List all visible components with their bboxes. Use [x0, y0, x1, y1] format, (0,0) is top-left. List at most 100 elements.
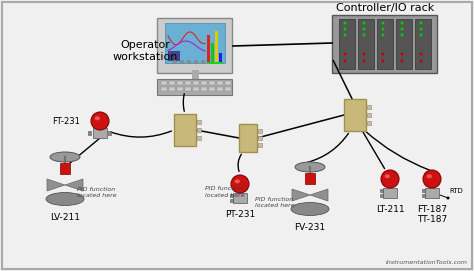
Ellipse shape: [173, 60, 177, 64]
Ellipse shape: [363, 60, 365, 63]
Ellipse shape: [419, 27, 422, 31]
FancyBboxPatch shape: [88, 131, 91, 135]
Ellipse shape: [201, 60, 205, 64]
FancyBboxPatch shape: [233, 193, 247, 203]
FancyBboxPatch shape: [218, 87, 224, 91]
FancyBboxPatch shape: [168, 51, 180, 61]
Ellipse shape: [382, 27, 384, 31]
Ellipse shape: [91, 112, 109, 130]
FancyBboxPatch shape: [177, 81, 183, 85]
FancyBboxPatch shape: [174, 114, 196, 146]
Ellipse shape: [344, 34, 346, 37]
FancyBboxPatch shape: [380, 189, 383, 192]
FancyBboxPatch shape: [367, 105, 371, 109]
Text: PID function
located here: PID function located here: [255, 197, 295, 208]
FancyBboxPatch shape: [168, 51, 180, 61]
FancyBboxPatch shape: [230, 194, 233, 197]
FancyBboxPatch shape: [422, 189, 425, 192]
FancyBboxPatch shape: [170, 87, 175, 91]
Ellipse shape: [187, 60, 191, 64]
FancyBboxPatch shape: [239, 124, 257, 152]
Ellipse shape: [363, 27, 365, 31]
Text: PID function
located here: PID function located here: [205, 186, 245, 198]
Polygon shape: [292, 189, 310, 201]
FancyBboxPatch shape: [219, 53, 222, 63]
Text: RTD: RTD: [449, 188, 463, 194]
Ellipse shape: [419, 21, 422, 24]
Ellipse shape: [344, 60, 346, 63]
FancyBboxPatch shape: [60, 163, 70, 174]
Ellipse shape: [180, 60, 184, 64]
FancyBboxPatch shape: [383, 188, 397, 198]
Ellipse shape: [194, 60, 198, 64]
Text: FT-231: FT-231: [52, 117, 80, 125]
Ellipse shape: [344, 21, 346, 24]
Ellipse shape: [381, 170, 399, 188]
FancyBboxPatch shape: [422, 194, 425, 197]
FancyBboxPatch shape: [211, 43, 214, 63]
Ellipse shape: [363, 34, 365, 37]
Ellipse shape: [344, 27, 346, 31]
Ellipse shape: [401, 60, 403, 63]
FancyBboxPatch shape: [157, 79, 233, 95]
Text: Controller/IO rack: Controller/IO rack: [336, 3, 434, 13]
Ellipse shape: [401, 53, 403, 56]
Ellipse shape: [427, 174, 432, 178]
FancyBboxPatch shape: [162, 87, 167, 91]
Ellipse shape: [363, 21, 365, 24]
Text: FT-187
TT-187: FT-187 TT-187: [417, 205, 447, 224]
FancyBboxPatch shape: [377, 19, 393, 69]
FancyBboxPatch shape: [367, 113, 371, 117]
Ellipse shape: [231, 175, 249, 193]
FancyBboxPatch shape: [230, 199, 233, 202]
FancyBboxPatch shape: [207, 62, 223, 64]
FancyBboxPatch shape: [415, 19, 431, 69]
Text: LT-211: LT-211: [376, 205, 404, 214]
Ellipse shape: [382, 60, 384, 63]
FancyBboxPatch shape: [258, 136, 262, 140]
Ellipse shape: [382, 34, 384, 37]
Ellipse shape: [50, 152, 80, 162]
FancyBboxPatch shape: [332, 15, 438, 73]
FancyBboxPatch shape: [380, 194, 383, 197]
Ellipse shape: [95, 116, 100, 120]
Ellipse shape: [419, 60, 422, 63]
FancyBboxPatch shape: [193, 81, 200, 85]
Ellipse shape: [344, 53, 346, 56]
Ellipse shape: [419, 53, 422, 56]
Ellipse shape: [291, 202, 329, 215]
FancyBboxPatch shape: [157, 18, 233, 73]
FancyBboxPatch shape: [162, 81, 167, 85]
FancyBboxPatch shape: [339, 19, 355, 69]
FancyBboxPatch shape: [185, 87, 191, 91]
FancyBboxPatch shape: [197, 136, 201, 140]
FancyBboxPatch shape: [367, 121, 371, 125]
FancyBboxPatch shape: [305, 173, 315, 184]
FancyBboxPatch shape: [210, 87, 216, 91]
FancyBboxPatch shape: [170, 81, 175, 85]
Text: InstrumentationTools.com: InstrumentationTools.com: [386, 260, 468, 265]
Ellipse shape: [295, 162, 325, 172]
Text: LV-211: LV-211: [50, 213, 80, 222]
Ellipse shape: [401, 34, 403, 37]
FancyBboxPatch shape: [210, 81, 216, 85]
FancyBboxPatch shape: [226, 81, 231, 85]
Ellipse shape: [382, 53, 384, 56]
FancyBboxPatch shape: [108, 131, 111, 135]
FancyBboxPatch shape: [344, 99, 366, 131]
FancyBboxPatch shape: [193, 87, 200, 91]
Ellipse shape: [384, 174, 390, 178]
FancyBboxPatch shape: [226, 87, 231, 91]
FancyBboxPatch shape: [258, 129, 262, 133]
FancyBboxPatch shape: [396, 19, 412, 69]
FancyBboxPatch shape: [165, 23, 225, 63]
Polygon shape: [47, 179, 65, 191]
Ellipse shape: [382, 21, 384, 24]
FancyBboxPatch shape: [201, 81, 208, 85]
FancyBboxPatch shape: [197, 120, 201, 124]
Polygon shape: [310, 189, 328, 201]
FancyBboxPatch shape: [185, 81, 191, 85]
FancyBboxPatch shape: [207, 35, 210, 63]
Text: PT-231: PT-231: [225, 210, 255, 219]
FancyBboxPatch shape: [358, 19, 374, 69]
